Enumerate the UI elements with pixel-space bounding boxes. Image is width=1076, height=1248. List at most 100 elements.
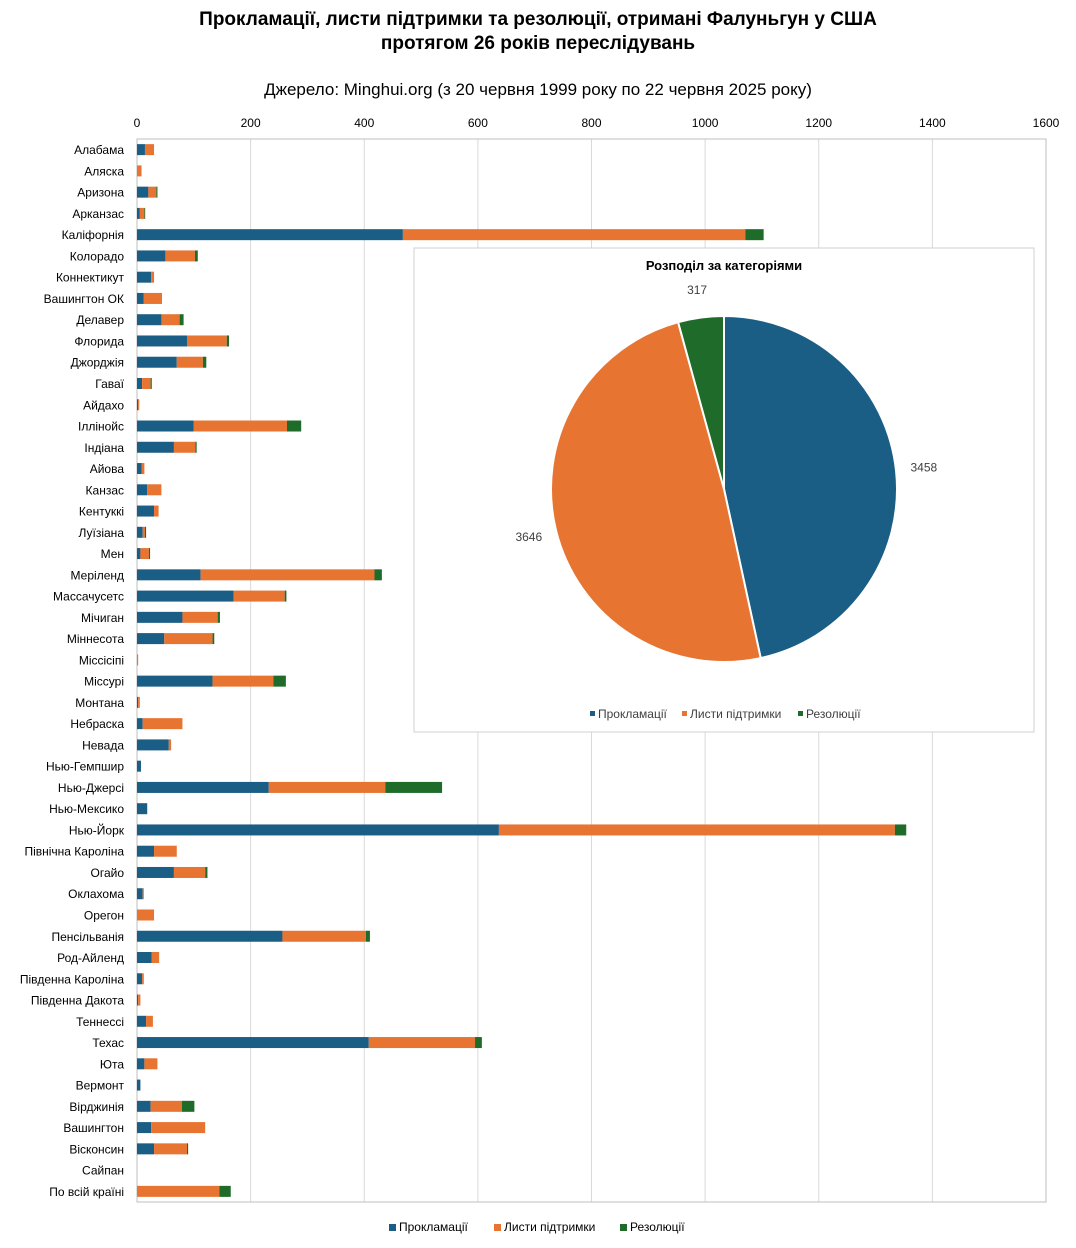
bar-segment-letters: [150, 1100, 182, 1112]
bar-segment-proclamations: [137, 760, 141, 772]
bar-segment-letters: [137, 1185, 220, 1197]
category-label: Південна Дакота: [31, 994, 124, 1008]
pie-legend-swatch: [590, 711, 595, 716]
x-tick-label: 0: [134, 116, 141, 130]
bar-segment-proclamations: [137, 356, 177, 368]
bar-segment-resolutions: [179, 314, 184, 326]
bar-segment-resolutions: [365, 930, 370, 942]
category-label: Луїзіана: [79, 526, 125, 540]
category-label: Делавер: [76, 313, 124, 327]
bar-segment-proclamations: [137, 505, 155, 517]
bar-segment-letters: [233, 590, 285, 602]
bar-segment-letters: [168, 739, 172, 751]
bar-segment-proclamations: [137, 675, 213, 687]
bar-segment-resolutions: [144, 207, 146, 219]
category-label: Нью-Йорк: [69, 822, 125, 837]
bar-segment-proclamations: [137, 207, 140, 219]
pie-title: Розподіл за категоріями: [646, 258, 802, 273]
bar-segment-letters: [142, 888, 144, 900]
category-label: Айова: [90, 462, 125, 476]
pie-legend-swatch: [798, 711, 803, 716]
bar-segment-resolutions: [195, 441, 197, 453]
bar-segment-resolutions: [217, 611, 220, 623]
bar-segment-proclamations: [137, 888, 143, 900]
bar-segment-letters: [142, 526, 145, 538]
x-tick-label: 1200: [805, 116, 832, 130]
bar-segment-letters: [147, 484, 162, 496]
bar-segment-letters: [142, 718, 183, 730]
bar-segment-proclamations: [137, 526, 143, 538]
category-label: Невада: [82, 738, 124, 752]
bar-segment-letters: [498, 824, 895, 836]
bar-segment-proclamations: [137, 994, 139, 1006]
bar-segment-resolutions: [219, 1185, 231, 1197]
bar-segment-proclamations: [137, 441, 174, 453]
bar-segment-letters: [186, 335, 227, 347]
bar-segment-letters: [173, 866, 206, 878]
bar-segment-letters: [144, 1058, 158, 1070]
category-label: По всій країні: [49, 1185, 124, 1199]
bar-segment-proclamations: [137, 952, 152, 964]
bar-segment-letters: [154, 1143, 187, 1155]
title-line-1: Прокламації, листи підтримки та резолюці…: [199, 9, 877, 30]
pie-legend-swatch: [682, 711, 687, 716]
chart-subtitle: Джерело: Minghui.org (з 20 червня 1999 р…: [264, 80, 812, 99]
bar-segment-proclamations: [137, 930, 283, 942]
bar-segment-letters: [137, 654, 139, 666]
bar-segment-letters: [193, 420, 287, 432]
x-tick-label: 400: [354, 116, 374, 130]
bar-segment-proclamations: [137, 484, 148, 496]
bar-segment-resolutions: [194, 250, 198, 262]
bar-segment-resolutions: [148, 548, 151, 560]
bar-segment-letters: [268, 781, 386, 793]
category-label: Аляска: [84, 164, 124, 178]
bar-segment-proclamations: [137, 590, 234, 602]
pie-slice-letters: [550, 320, 762, 663]
bar-segment-proclamations: [137, 866, 174, 878]
bar-segment-proclamations: [137, 335, 187, 347]
category-label: Небраска: [70, 717, 124, 731]
category-label: Нью-Гемпшир: [46, 760, 124, 774]
category-label: Каліфорнія: [62, 228, 124, 242]
category-label: Теннессі: [76, 1015, 124, 1029]
category-label: Вісконсин: [69, 1142, 124, 1156]
bar-segment-proclamations: [137, 1058, 145, 1070]
bar-segment-letters: [151, 952, 160, 964]
bar-segment-resolutions: [286, 420, 302, 432]
bar-segment-resolutions: [374, 569, 382, 581]
bar-segment-letters: [144, 144, 155, 156]
bar-segment-resolutions: [273, 675, 286, 687]
pie-data-label: 3458: [911, 461, 938, 475]
pie-legend-label: Листи підтримки: [690, 707, 781, 721]
bar-segment-letters: [212, 675, 274, 687]
category-label: Юта: [100, 1057, 124, 1071]
bar-segment-proclamations: [137, 1037, 369, 1049]
plot-frame: [136, 138, 1047, 1203]
bar-segment-proclamations: [137, 229, 403, 241]
category-label: Вермонт: [76, 1079, 125, 1093]
bar-segment-letters: [151, 271, 155, 283]
category-label: Мічиган: [81, 611, 124, 625]
bar-segment-resolutions: [144, 526, 147, 538]
chart-title: Прокламації, листи підтримки та резолюці…: [0, 8, 1076, 56]
category-label: Оклахома: [68, 887, 124, 901]
category-label: Техас: [92, 1036, 124, 1050]
category-label: Пенсільванія: [51, 930, 124, 944]
bar-segment-proclamations: [137, 845, 155, 857]
category-label: Колорадо: [70, 249, 125, 263]
category-label: Мен: [101, 547, 124, 561]
bar-segment-resolutions: [284, 590, 287, 602]
pie-data-label: 3646: [515, 530, 542, 544]
bar-segment-proclamations: [137, 1122, 152, 1134]
legend-label: Листи підтримки: [504, 1220, 595, 1234]
bar-segment-letters: [141, 463, 145, 475]
category-label: Вашингтон ОК: [44, 292, 124, 306]
bar-segment-proclamations: [137, 399, 139, 411]
bar-segment-letters: [143, 292, 162, 304]
x-tick-label: 200: [241, 116, 261, 130]
bar-segment-proclamations: [137, 250, 166, 262]
x-tick-label: 1400: [919, 116, 946, 130]
pie-slice-proclamations: [723, 314, 898, 660]
category-label: Іллінойс: [78, 420, 124, 434]
bar-segment-proclamations: [137, 569, 201, 581]
